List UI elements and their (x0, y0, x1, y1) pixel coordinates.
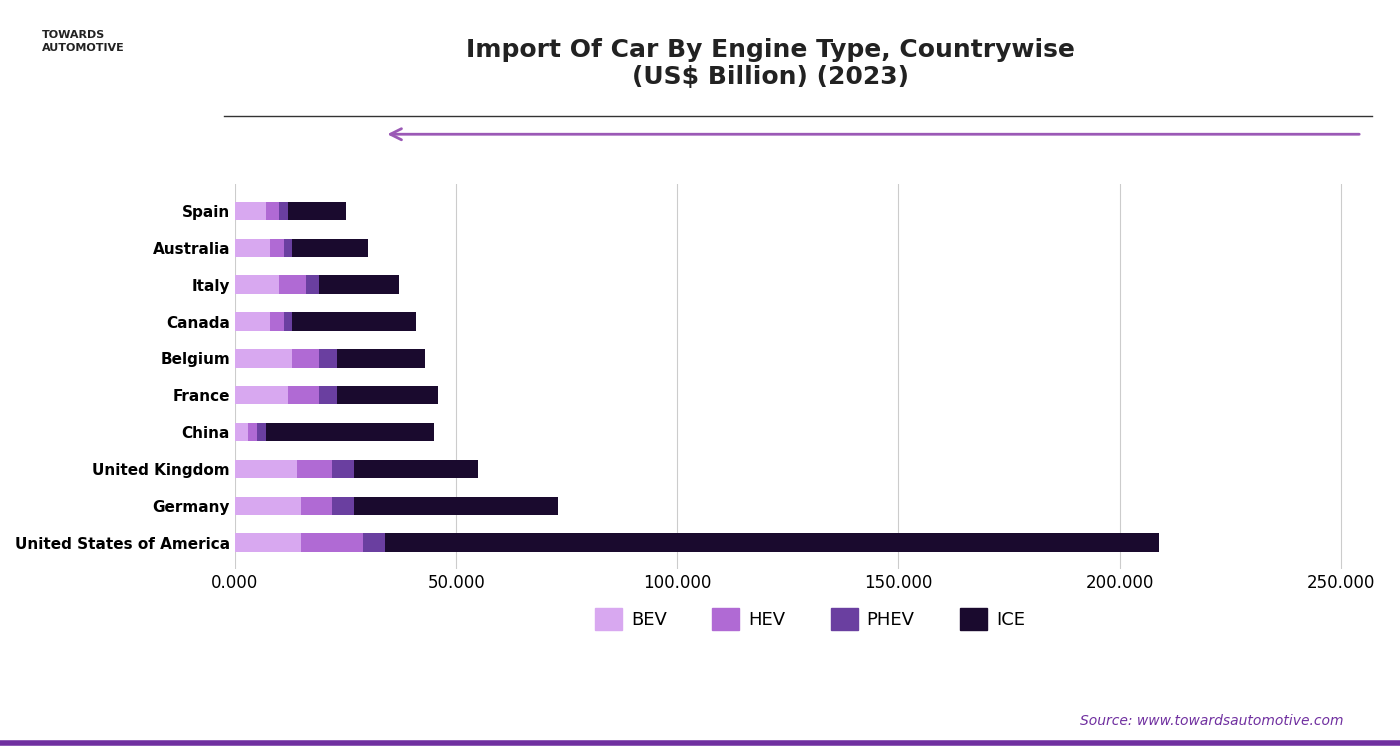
Bar (266, 202, 279, 220)
Bar (337, 386, 438, 405)
Bar (284, 312, 293, 330)
Bar (235, 349, 293, 367)
Bar (305, 276, 319, 294)
Bar (363, 533, 385, 552)
Bar (332, 460, 354, 478)
Bar (235, 276, 279, 294)
Bar (266, 423, 434, 442)
Bar (337, 349, 426, 367)
Bar (235, 239, 270, 257)
Bar (235, 496, 301, 515)
Bar (279, 276, 305, 294)
Bar (258, 423, 266, 442)
Legend: BEV, HEV, PHEV, ICE: BEV, HEV, PHEV, ICE (588, 601, 1032, 638)
Bar (301, 496, 332, 515)
Bar (235, 312, 270, 330)
Bar (279, 202, 288, 220)
Bar (332, 496, 354, 515)
Bar (293, 349, 319, 367)
Bar (270, 312, 284, 330)
Bar (301, 533, 363, 552)
Bar (235, 423, 248, 442)
Bar (297, 460, 332, 478)
Bar (235, 460, 297, 478)
Text: Import Of Car By Engine Type, Countrywise
(US$ Billion) (2023): Import Of Car By Engine Type, Countrywis… (466, 38, 1074, 89)
Bar (319, 276, 399, 294)
Bar (235, 202, 266, 220)
Bar (248, 423, 258, 442)
Bar (235, 533, 301, 552)
Bar (293, 312, 416, 330)
Text: Source: www.towardsautomotive.com: Source: www.towardsautomotive.com (1081, 714, 1344, 728)
Bar (319, 386, 337, 405)
Bar (293, 239, 368, 257)
Bar (385, 533, 1159, 552)
Bar (288, 202, 346, 220)
Bar (354, 496, 557, 515)
Bar (270, 239, 284, 257)
Bar (284, 239, 293, 257)
Bar (288, 386, 319, 405)
Bar (319, 349, 337, 367)
Bar (235, 386, 288, 405)
Bar (354, 460, 479, 478)
Text: TOWARDS
AUTOMOTIVE: TOWARDS AUTOMOTIVE (42, 30, 125, 53)
